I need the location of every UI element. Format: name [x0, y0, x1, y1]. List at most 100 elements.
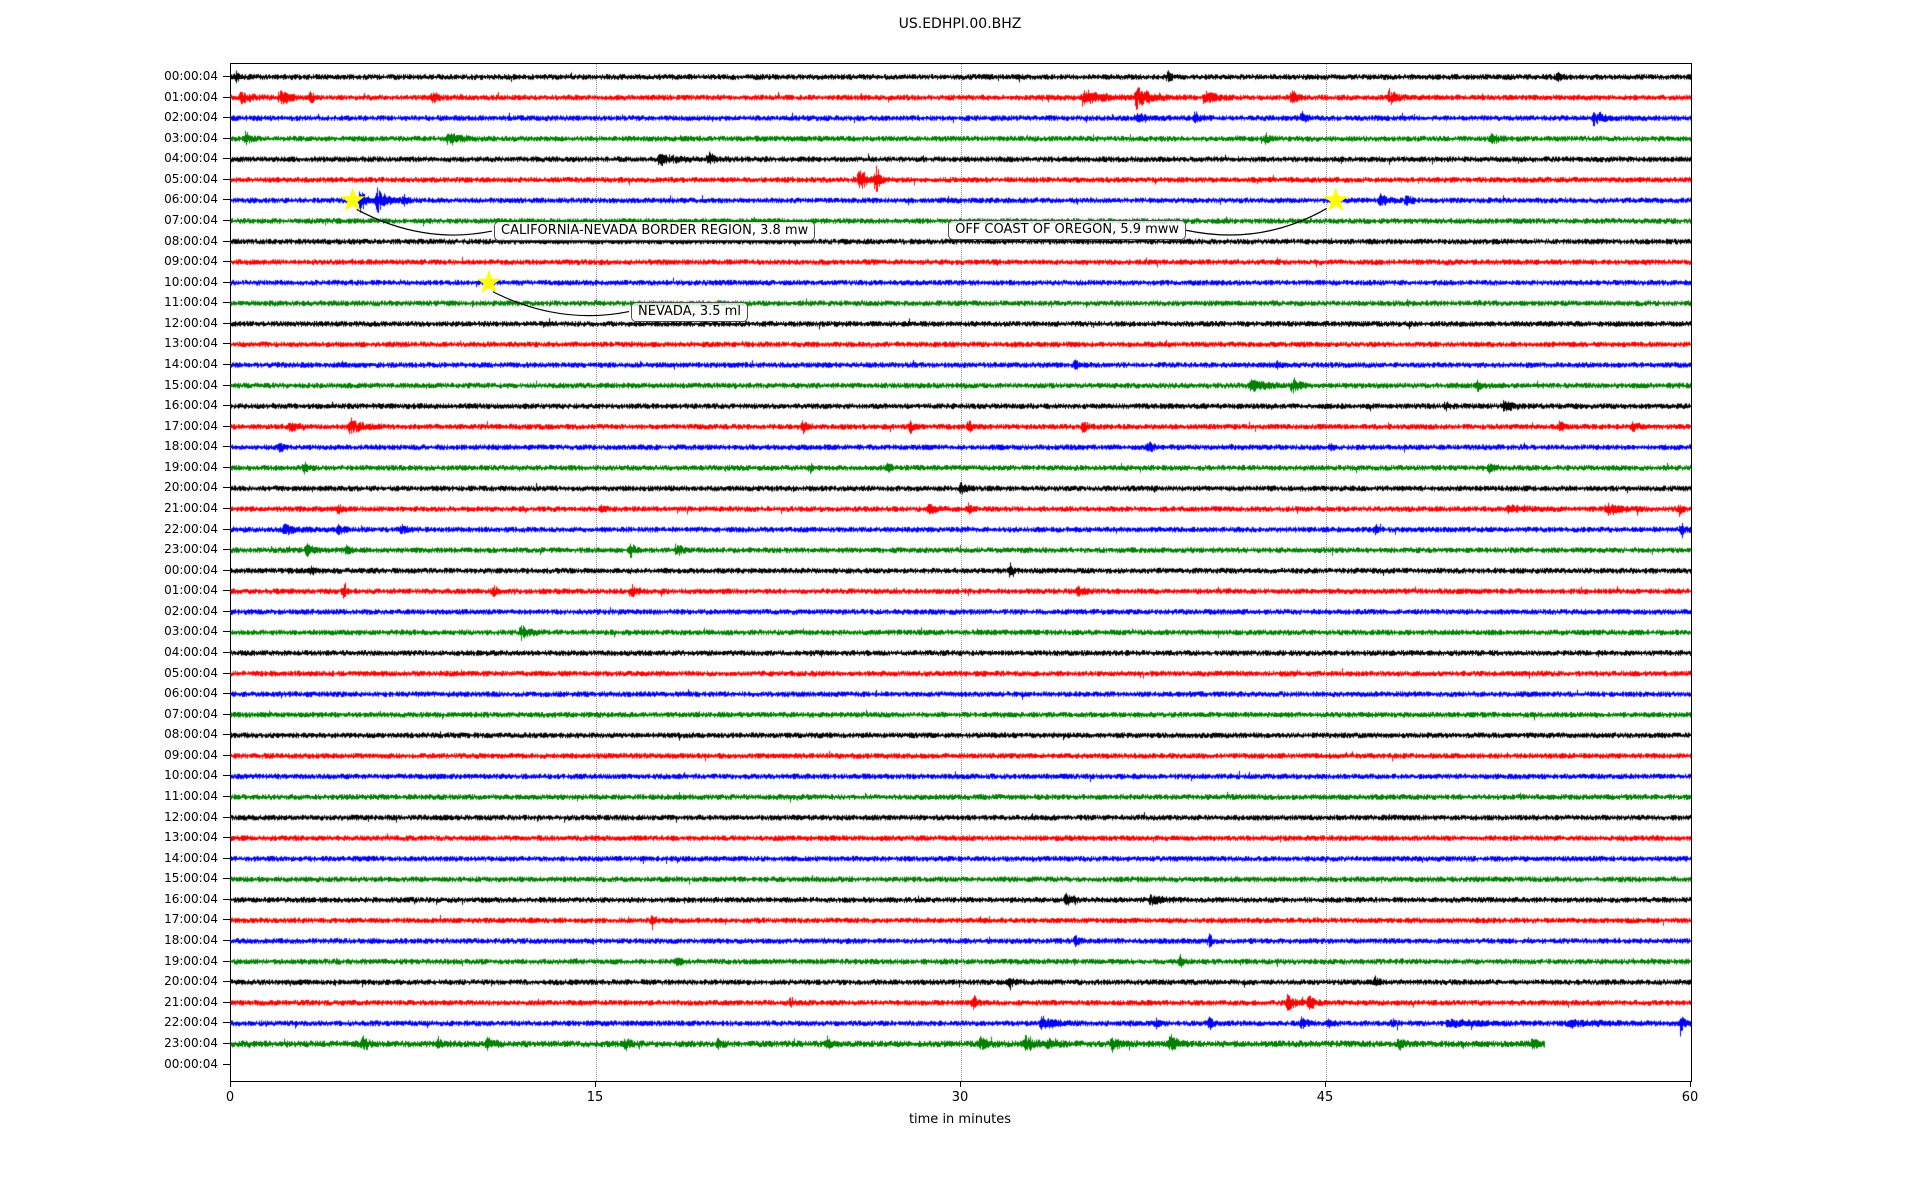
- trace-hour-label: 22:00:04: [164, 1015, 218, 1030]
- trace-hour-label: 02:00:04: [164, 110, 218, 125]
- trace-hour-label: 12:00:04: [164, 315, 218, 330]
- trace-hour-label: 15:00:04: [164, 871, 218, 886]
- trace-hour-label: 22:00:04: [164, 521, 218, 536]
- trace-hour-label: 09:00:04: [164, 254, 218, 269]
- trace-hour-label: 00:00:04: [164, 562, 218, 577]
- trace-hour-label: 11:00:04: [164, 295, 218, 310]
- chart-title: US.EDHPI.00.BHZ: [898, 16, 1022, 32]
- trace-hour-label: 14:00:04: [164, 357, 218, 372]
- y-tick-mark: [223, 981, 230, 983]
- y-tick-mark: [223, 158, 230, 160]
- y-tick-mark: [223, 364, 230, 366]
- trace-hour-label: 20:00:04: [164, 480, 218, 495]
- y-tick-mark: [223, 1042, 230, 1044]
- y-tick-mark: [223, 734, 230, 736]
- trace-hour-label: 03:00:04: [164, 624, 218, 639]
- y-tick-mark: [223, 76, 230, 77]
- x-tick-label: 30: [951, 1090, 969, 1105]
- trace-hour-label: 04:00:04: [164, 645, 218, 660]
- trace-hour-label: 02:00:04: [164, 603, 218, 618]
- y-tick-mark: [223, 1001, 230, 1003]
- annotation-leader-line: [356, 208, 493, 236]
- trace-hour-label: 20:00:04: [164, 974, 218, 989]
- trace-hour-label: 08:00:04: [164, 233, 218, 248]
- annotation-nevada: NEVADA, 3.5 ml: [631, 301, 748, 322]
- trace-hour-label: 13:00:04: [164, 336, 218, 351]
- trace-hour-label: 18:00:04: [164, 439, 218, 454]
- annotation-california-nevada-border-region: CALIFORNIA-NEVADA BORDER REGION, 3.8 mw: [494, 221, 816, 242]
- y-tick-mark: [223, 405, 230, 407]
- y-tick-mark: [223, 96, 230, 98]
- annotation-off-coast-of-oregon: OFF COAST OF OREGON, 5.9 mww: [948, 220, 1187, 241]
- annotation-leader-line: [492, 291, 630, 317]
- y-tick-mark: [223, 919, 230, 921]
- trace-hour-label: 01:00:04: [164, 89, 218, 104]
- x-tick-label: 15: [586, 1090, 604, 1105]
- trace-hour-label: 19:00:04: [164, 953, 218, 968]
- y-tick-mark: [223, 199, 230, 201]
- trace-hour-label: 09:00:04: [164, 747, 218, 762]
- trace-hour-label: 11:00:04: [164, 789, 218, 804]
- y-tick-mark: [223, 837, 230, 839]
- y-tick-mark: [223, 178, 230, 180]
- annotation-leader-line: [1185, 207, 1328, 236]
- trace-hour-label: 18:00:04: [164, 933, 218, 948]
- trace-hour-label: 15:00:04: [164, 377, 218, 392]
- trace-hour-label: 04:00:04: [164, 151, 218, 166]
- y-tick-mark: [223, 1022, 230, 1024]
- trace-hour-label: 00:00:04: [164, 1056, 218, 1071]
- trace-hour-label: 06:00:04: [164, 686, 218, 701]
- event-marker-overlay: [340, 187, 1349, 317]
- y-tick-mark: [223, 631, 230, 633]
- y-tick-mark: [223, 713, 230, 715]
- trace-hour-label: 10:00:04: [164, 274, 218, 289]
- x-tick-mark: [1690, 1081, 1691, 1087]
- y-tick-mark: [223, 549, 230, 551]
- y-tick-mark: [223, 384, 230, 386]
- trace-hour-label: 17:00:04: [164, 418, 218, 433]
- trace-hour-label: 13:00:04: [164, 830, 218, 845]
- y-tick-mark: [223, 940, 230, 942]
- y-tick-mark: [223, 487, 230, 489]
- y-tick-mark: [223, 775, 230, 777]
- y-tick-mark: [223, 261, 230, 263]
- y-tick-mark: [223, 569, 230, 571]
- trace-hour-label: 03:00:04: [164, 130, 218, 145]
- y-tick-mark: [223, 322, 230, 324]
- trace-hour-label: 07:00:04: [164, 706, 218, 721]
- y-tick-mark: [223, 796, 230, 798]
- y-tick-mark: [223, 816, 230, 818]
- y-tick-mark: [223, 302, 230, 304]
- y-tick-mark: [223, 590, 230, 592]
- y-tick-mark: [223, 528, 230, 530]
- event-star-icon: [476, 269, 502, 294]
- y-tick-mark: [223, 137, 230, 139]
- trace-hour-label: 05:00:04: [164, 171, 218, 186]
- trace-hour-label: 21:00:04: [164, 994, 218, 1009]
- y-tick-mark: [223, 960, 230, 962]
- y-tick-mark: [223, 878, 230, 880]
- trace-hour-label: 23:00:04: [164, 1035, 218, 1050]
- trace-hour-label: 21:00:04: [164, 501, 218, 516]
- y-tick-mark: [223, 466, 230, 468]
- y-tick-mark: [223, 425, 230, 427]
- x-tick-label: 0: [225, 1090, 235, 1105]
- y-tick-mark: [223, 610, 230, 612]
- trace-hour-label: 05:00:04: [164, 665, 218, 680]
- trace-hour-label: 19:00:04: [164, 459, 218, 474]
- plot-area: CALIFORNIA-NEVADA BORDER REGION, 3.8 mw …: [230, 63, 1692, 1082]
- y-tick-mark: [223, 343, 230, 345]
- trace-hour-label: 07:00:04: [164, 213, 218, 227]
- trace-hour-label: 01:00:04: [164, 583, 218, 598]
- x-tick-label: 45: [1316, 1090, 1334, 1105]
- trace-hour-label: 17:00:04: [164, 912, 218, 927]
- trace-hour-label: 16:00:04: [164, 891, 218, 906]
- y-tick-mark: [223, 754, 230, 756]
- x-tick-mark: [595, 1081, 596, 1087]
- y-tick-mark: [223, 117, 230, 119]
- trace-hour-label: 08:00:04: [164, 727, 218, 742]
- trace-hour-label: 12:00:04: [164, 809, 218, 824]
- y-tick-mark: [223, 672, 230, 674]
- y-tick-mark: [223, 240, 230, 242]
- y-tick-mark: [223, 508, 230, 510]
